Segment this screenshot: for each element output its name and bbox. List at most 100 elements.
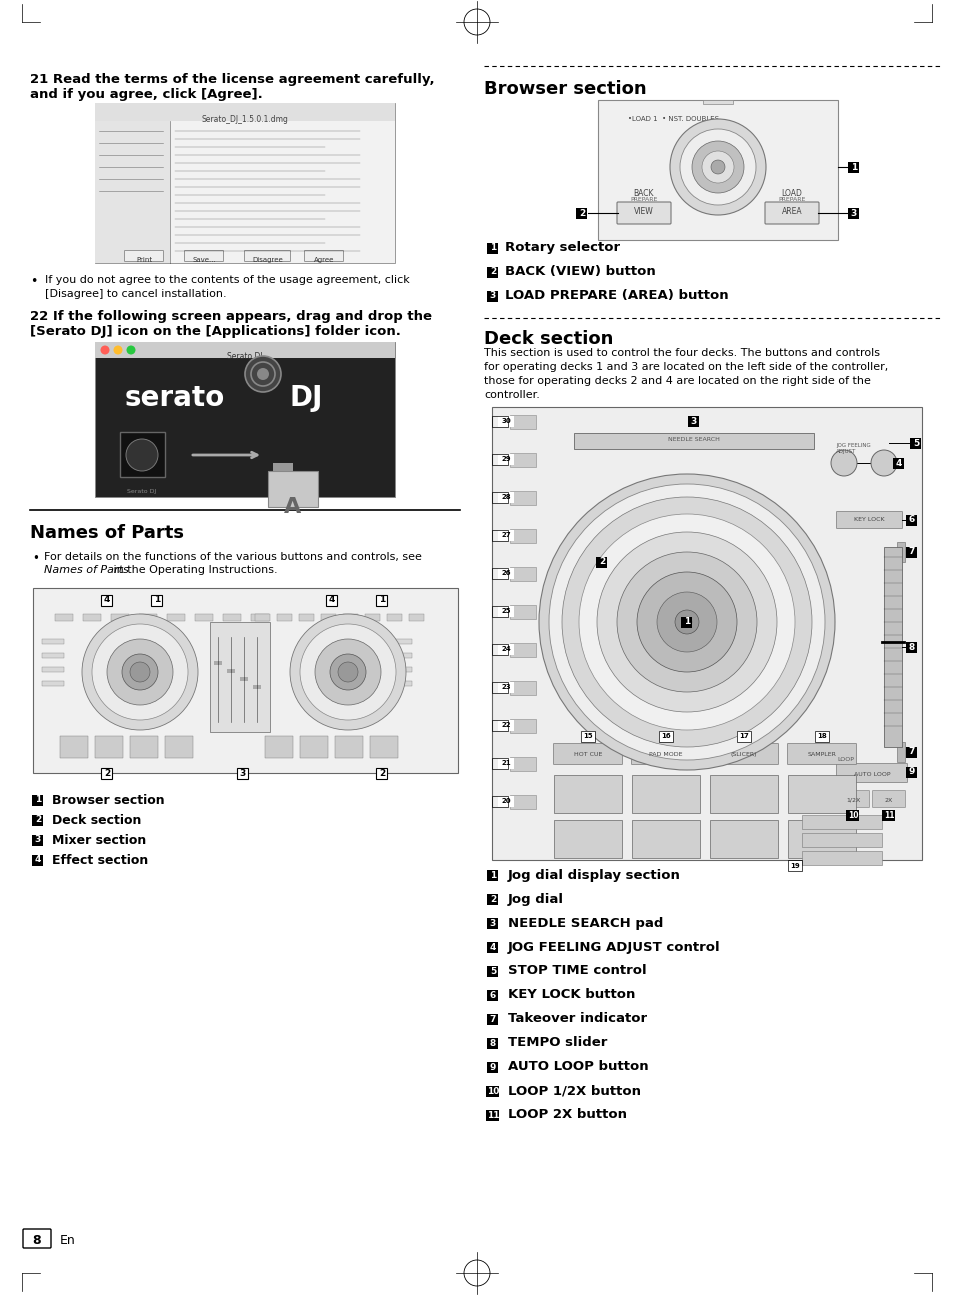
FancyBboxPatch shape <box>702 100 732 104</box>
FancyBboxPatch shape <box>845 809 859 821</box>
FancyBboxPatch shape <box>32 855 44 865</box>
Text: •: • <box>30 275 37 287</box>
Text: 1/2X: 1/2X <box>845 798 860 803</box>
FancyBboxPatch shape <box>905 514 917 526</box>
Text: 3: 3 <box>850 208 856 218</box>
Text: 1: 1 <box>850 162 856 171</box>
FancyBboxPatch shape <box>487 941 498 953</box>
Text: SAMPLER: SAMPLER <box>807 752 836 758</box>
Text: LOOP 2X button: LOOP 2X button <box>507 1109 626 1121</box>
FancyBboxPatch shape <box>487 267 498 277</box>
FancyBboxPatch shape <box>510 681 536 695</box>
Text: DJ: DJ <box>290 385 323 412</box>
Text: 3: 3 <box>489 291 496 300</box>
FancyBboxPatch shape <box>125 250 163 262</box>
FancyBboxPatch shape <box>32 834 44 846</box>
FancyBboxPatch shape <box>23 1229 51 1248</box>
FancyBboxPatch shape <box>554 774 621 813</box>
Text: 25: 25 <box>500 607 510 614</box>
Text: This section is used to control the four decks. The buttons and controls: This section is used to control the four… <box>483 348 879 357</box>
FancyBboxPatch shape <box>101 768 112 778</box>
FancyBboxPatch shape <box>95 104 395 120</box>
FancyBboxPatch shape <box>42 667 64 672</box>
Text: Serato DJ: Serato DJ <box>127 490 156 493</box>
Text: 9: 9 <box>908 768 914 777</box>
Text: [Serato DJ] icon on the [Applications] folder icon.: [Serato DJ] icon on the [Applications] f… <box>30 325 400 338</box>
Text: those for operating decks 2 and 4 are located on the right side of the: those for operating decks 2 and 4 are lo… <box>483 376 870 386</box>
FancyBboxPatch shape <box>801 833 882 847</box>
FancyBboxPatch shape <box>167 614 185 622</box>
Text: 6: 6 <box>489 991 496 1000</box>
Circle shape <box>691 141 743 193</box>
FancyBboxPatch shape <box>497 530 514 540</box>
FancyBboxPatch shape <box>510 491 536 505</box>
Text: 9: 9 <box>489 1062 496 1071</box>
FancyBboxPatch shape <box>510 758 536 771</box>
Text: LOAD PREPARE (AREA) button: LOAD PREPARE (AREA) button <box>504 290 728 303</box>
FancyBboxPatch shape <box>497 681 514 693</box>
Text: 1: 1 <box>489 870 496 879</box>
FancyBboxPatch shape <box>32 795 44 805</box>
Circle shape <box>130 662 150 682</box>
FancyBboxPatch shape <box>251 614 269 622</box>
Text: En: En <box>60 1234 75 1247</box>
Text: 2: 2 <box>489 268 496 277</box>
FancyBboxPatch shape <box>709 820 778 859</box>
Circle shape <box>538 474 834 771</box>
Circle shape <box>870 449 896 477</box>
FancyBboxPatch shape <box>497 606 514 616</box>
Text: Takeover indicator: Takeover indicator <box>507 1013 646 1026</box>
Circle shape <box>548 484 824 760</box>
FancyBboxPatch shape <box>390 667 412 672</box>
Circle shape <box>637 572 737 672</box>
Text: Mixer section: Mixer section <box>52 834 146 847</box>
FancyBboxPatch shape <box>492 407 921 860</box>
Text: PREPARE: PREPARE <box>630 197 657 202</box>
Text: 11: 11 <box>882 811 893 820</box>
Text: Browser section: Browser section <box>52 794 165 807</box>
FancyBboxPatch shape <box>631 743 700 764</box>
Text: and if you agree, click [Agree].: and if you agree, click [Agree]. <box>30 88 262 101</box>
FancyBboxPatch shape <box>95 342 395 497</box>
Text: KEY LOCK button: KEY LOCK button <box>507 988 635 1001</box>
Text: 28: 28 <box>500 493 510 500</box>
Text: Browser section: Browser section <box>483 80 646 98</box>
FancyBboxPatch shape <box>905 746 917 758</box>
Text: controller.: controller. <box>483 390 539 400</box>
Text: JOG FEELING ADJUST control: JOG FEELING ADJUST control <box>507 940 720 953</box>
Text: 2: 2 <box>378 768 385 777</box>
FancyBboxPatch shape <box>165 736 193 758</box>
Text: 2: 2 <box>578 208 584 218</box>
FancyBboxPatch shape <box>95 120 170 263</box>
Text: For details on the functions of the various buttons and controls, see: For details on the functions of the vari… <box>44 552 421 562</box>
FancyBboxPatch shape <box>213 660 222 666</box>
FancyBboxPatch shape <box>580 730 595 742</box>
FancyBboxPatch shape <box>631 820 700 859</box>
Text: 8: 8 <box>489 1039 496 1048</box>
FancyBboxPatch shape <box>83 614 101 622</box>
Text: 4: 4 <box>329 596 335 605</box>
FancyBboxPatch shape <box>893 457 903 469</box>
FancyBboxPatch shape <box>882 809 895 821</box>
Text: 4: 4 <box>34 856 41 865</box>
Text: for operating decks 1 and 3 are located on the left side of the controller,: for operating decks 1 and 3 are located … <box>483 363 887 372</box>
Text: LOOP: LOOP <box>836 758 853 761</box>
FancyBboxPatch shape <box>237 768 248 778</box>
Text: 3: 3 <box>489 918 496 927</box>
Text: Names of Parts: Names of Parts <box>30 524 184 543</box>
FancyBboxPatch shape <box>659 730 672 742</box>
Text: 21 Read the terms of the license agreement carefully,: 21 Read the terms of the license agreeme… <box>30 73 435 85</box>
FancyBboxPatch shape <box>598 100 837 240</box>
Text: 6: 6 <box>908 515 914 524</box>
FancyBboxPatch shape <box>787 860 801 872</box>
FancyBboxPatch shape <box>554 820 621 859</box>
Text: PAD MODE: PAD MODE <box>649 752 682 758</box>
FancyBboxPatch shape <box>390 653 412 658</box>
FancyBboxPatch shape <box>343 614 357 622</box>
Circle shape <box>122 654 158 690</box>
Circle shape <box>669 119 765 215</box>
FancyBboxPatch shape <box>497 567 514 579</box>
Text: LOOP 1/2X button: LOOP 1/2X button <box>507 1084 640 1097</box>
FancyBboxPatch shape <box>111 614 129 622</box>
FancyBboxPatch shape <box>390 681 412 686</box>
